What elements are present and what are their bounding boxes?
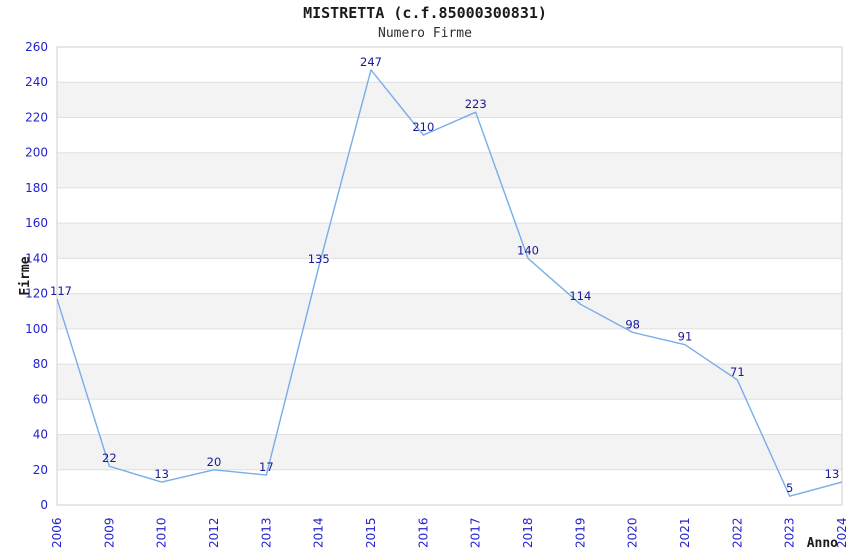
data-label: 91 [678, 330, 693, 344]
y-tick-label: 180 [25, 181, 48, 195]
band-row [57, 364, 842, 400]
x-tick-label: 2014 [312, 517, 326, 548]
chart-subtitle: Numero Firme [378, 26, 472, 41]
y-tick-label: 200 [25, 146, 48, 160]
band-row [57, 223, 842, 259]
data-label: 5 [786, 481, 793, 495]
y-tick-label: 260 [25, 40, 48, 54]
x-tick-label: 2006 [50, 517, 64, 548]
y-tick-label: 240 [25, 75, 48, 89]
data-label: 17 [259, 460, 274, 474]
data-label: 117 [50, 284, 72, 298]
data-label: 22 [102, 451, 117, 465]
x-tick-label: 2012 [207, 517, 221, 548]
data-label: 20 [207, 455, 222, 469]
x-tick-label: 2019 [573, 517, 587, 548]
band-row [57, 152, 842, 188]
y-tick-label: 220 [25, 110, 48, 124]
y-tick-label: 0 [40, 498, 48, 512]
y-tick-label: 60 [33, 392, 48, 406]
data-line [56, 69, 843, 497]
x-tick-label: 2016 [416, 517, 430, 548]
chart-title: MISTRETTA (c.f.85000300831) [303, 4, 547, 22]
data-label: 13 [154, 467, 169, 481]
data-label: 140 [517, 243, 539, 257]
y-tick-label: 100 [25, 322, 48, 336]
y-tick-label: 40 [33, 428, 48, 442]
band-row [57, 293, 842, 329]
y-tick-label: 20 [33, 463, 48, 477]
x-tick-label: 2020 [626, 517, 640, 548]
x-tick-label: 2018 [521, 517, 535, 548]
y-tick-label: 140 [25, 251, 48, 265]
x-tick-label: 2009 [102, 517, 116, 548]
x-tick-label: 2010 [155, 517, 169, 548]
x-tick-label: 2023 [783, 517, 797, 548]
data-label: 71 [730, 365, 745, 379]
plot-border [56, 46, 843, 506]
data-label: 247 [360, 55, 382, 69]
data-label: 98 [625, 317, 640, 331]
x-tick-label: 2022 [730, 517, 744, 548]
x-tick-label: 2024 [835, 517, 849, 548]
y-tick-label: 80 [33, 357, 48, 371]
x-tick-label: 2013 [259, 517, 273, 548]
x-tick-label: 2015 [364, 517, 378, 548]
data-label: 210 [412, 120, 434, 134]
x-tick-label: 2021 [678, 517, 692, 548]
band-row [57, 434, 842, 470]
x-axis-label: Anno [807, 536, 838, 550]
data-label: 13 [825, 467, 840, 481]
y-tick-label: 160 [25, 216, 48, 230]
band-row [57, 82, 842, 118]
y-tick-label: 120 [25, 287, 48, 301]
data-label: 135 [308, 252, 330, 266]
data-label: 114 [569, 289, 591, 303]
data-label: 223 [465, 97, 487, 111]
y-axis-label: Firme [18, 256, 33, 295]
x-tick-label: 2017 [469, 517, 483, 548]
